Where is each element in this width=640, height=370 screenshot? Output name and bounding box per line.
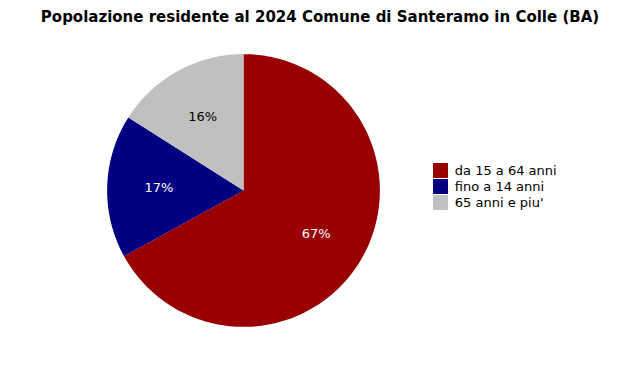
svg-text:16%: 16% (189, 109, 218, 124)
html-text:fino a 14 anni: fino a 14 anni (454, 178, 545, 194)
svg-text:17%: 17% (145, 180, 174, 195)
html-text:Popolazione residente al 2024: Popolazione residente al 2024 Comune di … (40, 8, 600, 26)
svg-text:67%: 67% (302, 226, 331, 241)
html-text:65 anni e piu': 65 anni e piu' (454, 194, 544, 210)
html-text:da 15 a 64 anni: da 15 a 64 anni (454, 162, 557, 178)
